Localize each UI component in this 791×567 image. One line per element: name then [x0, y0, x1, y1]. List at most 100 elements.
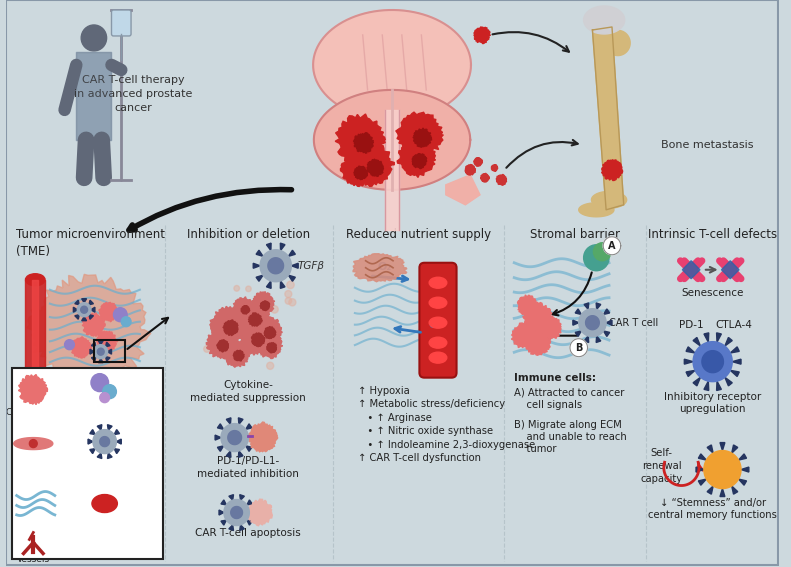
Polygon shape	[240, 525, 244, 530]
Polygon shape	[396, 112, 443, 159]
Polygon shape	[289, 275, 295, 281]
Polygon shape	[246, 446, 252, 451]
Polygon shape	[252, 333, 265, 346]
Polygon shape	[221, 520, 226, 525]
Polygon shape	[219, 510, 224, 515]
Polygon shape	[725, 377, 732, 386]
Polygon shape	[412, 154, 427, 168]
Polygon shape	[94, 345, 108, 359]
Polygon shape	[114, 448, 119, 454]
Polygon shape	[247, 500, 252, 505]
Polygon shape	[280, 243, 285, 251]
Polygon shape	[248, 499, 272, 526]
Polygon shape	[75, 315, 79, 319]
Polygon shape	[89, 300, 93, 305]
Polygon shape	[99, 302, 119, 321]
Circle shape	[244, 336, 252, 345]
Polygon shape	[367, 159, 384, 176]
Circle shape	[65, 340, 74, 350]
Polygon shape	[89, 448, 95, 454]
Polygon shape	[100, 437, 109, 447]
Polygon shape	[584, 6, 625, 34]
Polygon shape	[217, 340, 229, 352]
Text: Senescence: Senescence	[682, 287, 744, 298]
Polygon shape	[684, 359, 693, 364]
Polygon shape	[81, 317, 86, 321]
Circle shape	[584, 245, 609, 271]
Polygon shape	[241, 306, 250, 314]
Polygon shape	[280, 281, 285, 289]
Text: Diverse immune
cells: Diverse immune cells	[67, 408, 142, 428]
FancyBboxPatch shape	[419, 263, 456, 378]
Polygon shape	[248, 422, 278, 452]
Polygon shape	[732, 445, 738, 453]
Polygon shape	[683, 261, 700, 279]
Polygon shape	[93, 430, 116, 454]
Polygon shape	[256, 275, 263, 281]
Text: B: B	[575, 342, 582, 353]
Polygon shape	[229, 494, 233, 500]
Polygon shape	[224, 500, 249, 526]
Text: ↑ Metabolic stress/deficiency: ↑ Metabolic stress/deficiency	[358, 399, 505, 409]
Text: • ↑ Arginase: • ↑ Arginase	[358, 413, 432, 422]
Circle shape	[242, 309, 251, 318]
Text: ↓ “Stemness” and/or
central memory functions: ↓ “Stemness” and/or central memory funct…	[649, 497, 777, 520]
Circle shape	[270, 336, 276, 343]
Polygon shape	[114, 430, 119, 434]
Polygon shape	[92, 357, 96, 361]
Text: A) Attracted to cancer
    cell signals: A) Attracted to cancer cell signals	[514, 388, 625, 410]
Polygon shape	[108, 349, 112, 354]
Circle shape	[121, 317, 131, 327]
Polygon shape	[249, 510, 254, 515]
Text: CAFs: CAFs	[22, 454, 44, 463]
Polygon shape	[253, 315, 282, 346]
Polygon shape	[686, 370, 695, 376]
Polygon shape	[81, 306, 88, 313]
Polygon shape	[693, 342, 732, 382]
Polygon shape	[704, 333, 709, 342]
Polygon shape	[248, 313, 262, 326]
Polygon shape	[267, 243, 271, 251]
Polygon shape	[223, 340, 251, 367]
Circle shape	[271, 306, 278, 313]
Polygon shape	[233, 350, 244, 361]
Polygon shape	[579, 308, 606, 337]
Polygon shape	[573, 320, 579, 325]
Polygon shape	[108, 453, 112, 459]
Circle shape	[267, 362, 274, 369]
Polygon shape	[604, 309, 610, 315]
Ellipse shape	[25, 374, 45, 386]
FancyBboxPatch shape	[112, 10, 131, 36]
Polygon shape	[698, 479, 706, 485]
Text: TGFβ: TGFβ	[297, 261, 324, 271]
Polygon shape	[238, 451, 243, 458]
Polygon shape	[313, 10, 471, 120]
Ellipse shape	[430, 317, 447, 328]
Polygon shape	[717, 381, 721, 391]
Polygon shape	[267, 281, 271, 289]
Circle shape	[570, 338, 588, 357]
Polygon shape	[732, 486, 738, 494]
Polygon shape	[353, 253, 407, 282]
Circle shape	[100, 392, 109, 403]
Text: Cancer cells: Cancer cells	[6, 408, 61, 417]
Circle shape	[593, 243, 611, 261]
Text: Stromal barrier: Stromal barrier	[530, 228, 620, 241]
Polygon shape	[82, 313, 105, 336]
Polygon shape	[606, 320, 612, 325]
Text: Tumor microenvironment
(TME): Tumor microenvironment (TME)	[16, 228, 165, 258]
Polygon shape	[491, 164, 498, 171]
Polygon shape	[592, 192, 626, 208]
Text: Vessels: Vessels	[17, 556, 50, 565]
Polygon shape	[496, 175, 507, 185]
Polygon shape	[512, 323, 537, 348]
Polygon shape	[579, 203, 614, 217]
Polygon shape	[291, 263, 298, 268]
Text: Cytokine-
mediated suppression: Cytokine- mediated suppression	[191, 380, 306, 403]
Circle shape	[81, 25, 107, 51]
Circle shape	[260, 311, 267, 318]
Text: PD-1/PD-L1-
mediated inhibition: PD-1/PD-L1- mediated inhibition	[198, 455, 299, 479]
Text: CAR T-cell therapy
in advanced prostate
cancer: CAR T-cell therapy in advanced prostate …	[74, 75, 192, 113]
Polygon shape	[27, 274, 151, 385]
Polygon shape	[74, 307, 78, 312]
